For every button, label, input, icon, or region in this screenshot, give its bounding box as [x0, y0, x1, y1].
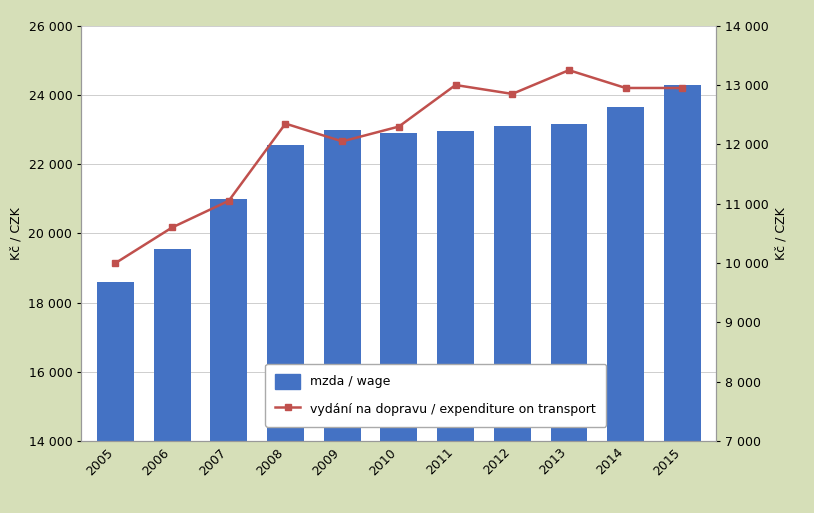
- Bar: [550, 124, 588, 513]
- Legend: mzda / wage, vydání na dopravu / expenditure on transport: mzda / wage, vydání na dopravu / expendi…: [265, 364, 606, 427]
- Bar: [664, 85, 701, 513]
- Y-axis label: Kč / CZK: Kč / CZK: [10, 207, 23, 260]
- Bar: [607, 107, 644, 513]
- Bar: [380, 133, 418, 513]
- Bar: [437, 131, 474, 513]
- Bar: [210, 199, 247, 513]
- Bar: [324, 129, 361, 513]
- Bar: [494, 126, 531, 513]
- Bar: [154, 249, 190, 513]
- Bar: [97, 282, 133, 513]
- Bar: [267, 145, 304, 513]
- Y-axis label: Kč / CZK: Kč / CZK: [775, 207, 788, 260]
